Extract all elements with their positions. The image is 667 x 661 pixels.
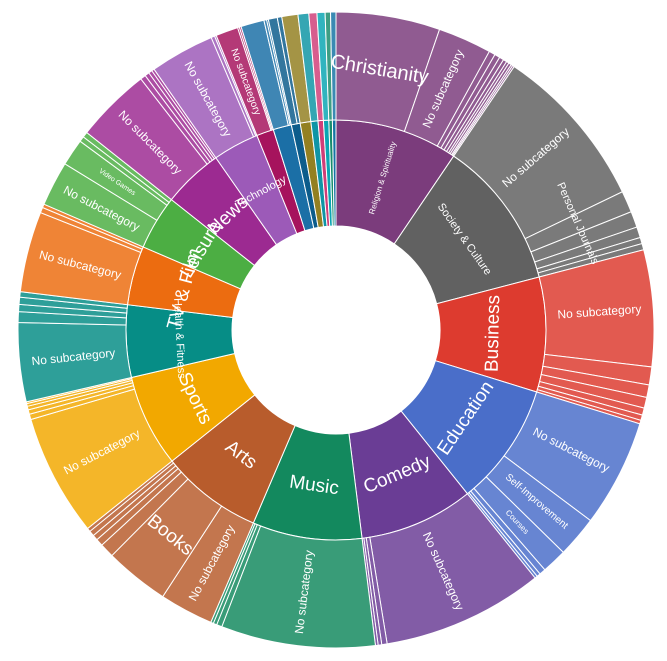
category-label-health-fitness: Health & Fitness (171, 298, 187, 380)
category-label-business: Business (482, 295, 505, 373)
subcategory-label-no-subcategory: No subcategory (557, 302, 642, 322)
subcategory-slice-unnamed-0[interactable] (330, 11, 337, 121)
subcategory-ring (17, 11, 655, 649)
